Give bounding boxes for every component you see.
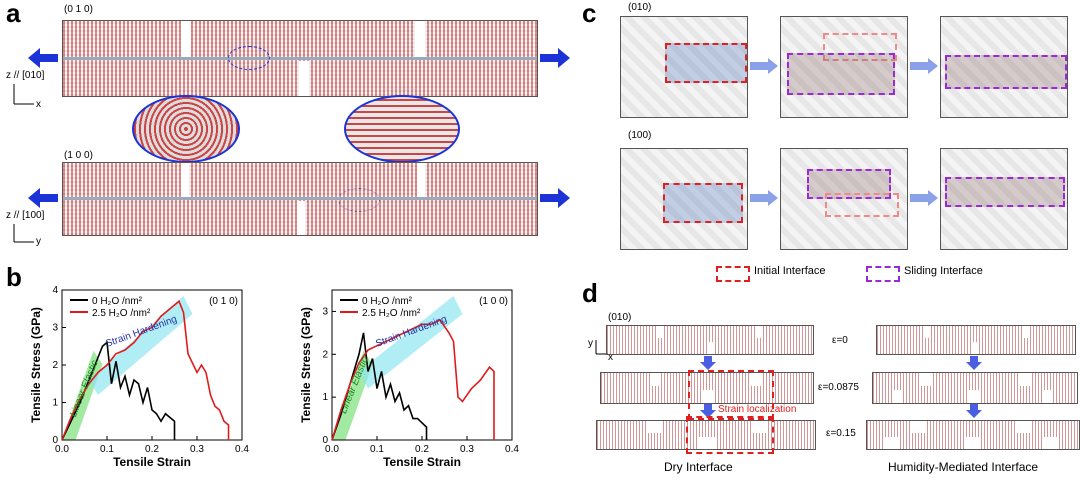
right-arrow-icon xyxy=(540,188,570,208)
y-axis-title: Tensile Stress (GPa) xyxy=(300,307,313,423)
legend-sliding-label: Sliding Interface xyxy=(904,265,983,277)
orientation-label-d: (010) xyxy=(608,312,632,323)
axis-z-010: z // [010] xyxy=(6,70,45,81)
zoom-source-top xyxy=(228,46,270,70)
strain-hardening-band xyxy=(359,296,463,389)
strain-localization-label: Strain localization xyxy=(718,404,797,415)
x-tick-label: 0.0 xyxy=(55,444,69,455)
y-axis-title: Tensile Stress (GPa) xyxy=(30,307,43,423)
orientation-label-100: (1 0 0) xyxy=(64,150,93,161)
x-tick-label: 0.1 xyxy=(370,444,384,455)
crystal-slab-100 xyxy=(62,162,538,236)
arrow-right-icon xyxy=(910,58,938,74)
caption-dry-interface: Dry Interface xyxy=(664,460,733,474)
dry-slab-eps0 xyxy=(606,325,814,355)
row-label-010: (010) xyxy=(628,2,652,13)
axis-icon xyxy=(13,84,34,105)
x-tick-label: 0.1 xyxy=(100,444,114,455)
axis-y-label: y xyxy=(36,236,41,247)
wet-slab-eps0 xyxy=(876,325,1076,355)
down-arrow-icon xyxy=(966,356,982,370)
axis-z-100: z // [100] xyxy=(6,210,45,221)
legend-label-dry: 0 H₂O /nm² xyxy=(362,296,413,307)
x-tick-label: 0.2 xyxy=(145,444,159,455)
legend-label-wet: 2.5 H₂O /nm² xyxy=(362,308,421,319)
legend-initial-label: Initial Interface xyxy=(754,265,826,277)
x-axis-title: Tensile Strain xyxy=(113,455,191,469)
y-tick-label: 4 xyxy=(52,285,58,296)
snapshot-100-1 xyxy=(620,148,748,250)
wet-slab-eps2 xyxy=(866,420,1080,450)
x-tick-label: 0.3 xyxy=(460,444,474,455)
row-label-100: (100) xyxy=(628,130,652,141)
zoom-oval-right xyxy=(344,95,460,163)
down-arrow-icon xyxy=(700,356,716,370)
crystal-slab-010 xyxy=(62,20,538,97)
down-arrow-icon xyxy=(700,404,716,418)
arrow-right-icon xyxy=(910,190,938,206)
strain-localization-box-2 xyxy=(686,416,774,454)
panel-label-c: c xyxy=(582,0,597,28)
strain-eps1: ε=0.0875 xyxy=(818,382,859,393)
x-tick-label: 0.4 xyxy=(235,444,249,455)
caption-humidity-interface: Humidity-Mediated Interface xyxy=(888,460,1039,474)
down-arrow-icon xyxy=(966,404,982,418)
y-tick-label: 0 xyxy=(52,435,58,446)
arrow-right-icon xyxy=(750,58,778,74)
legend-label-dry: 0 H₂O /nm² xyxy=(92,296,143,307)
series-line-dry xyxy=(61,340,176,441)
wet-slab-eps1 xyxy=(872,372,1078,404)
left-arrow-icon xyxy=(28,48,58,68)
left-arrow-icon xyxy=(28,188,58,208)
dry-slab-eps2 xyxy=(596,420,816,450)
x-tick-label: 0.0 xyxy=(325,444,339,455)
strain-localization-box xyxy=(688,370,774,420)
series-line-wet xyxy=(331,318,495,441)
axis-x-d: x xyxy=(608,352,613,363)
x-axis-title: Tensile Strain xyxy=(383,455,461,469)
y-tick-label: 3 xyxy=(322,306,328,317)
strain-eps0: ε=0 xyxy=(832,335,848,346)
panel-label-d: d xyxy=(582,278,598,308)
arrow-right-icon xyxy=(750,190,778,206)
axis-icon xyxy=(13,224,34,243)
snapshot-100-2 xyxy=(780,148,908,250)
panel-label-a: a xyxy=(6,0,21,28)
x-tick-label: 0.4 xyxy=(505,444,519,455)
y-tick-label: 0 xyxy=(322,435,328,446)
right-arrow-icon xyxy=(540,48,570,68)
axis-y-d: y xyxy=(588,338,593,349)
y-tick-label: 2 xyxy=(322,349,328,360)
strain-eps2: ε=0.15 xyxy=(826,428,856,439)
dry-slab-eps1 xyxy=(600,372,814,404)
snapshot-100-3 xyxy=(940,148,1068,250)
snapshot-010-2 xyxy=(780,16,908,118)
legend-label-wet: 2.5 H₂O /nm² xyxy=(92,308,151,319)
snapshot-010-1 xyxy=(620,16,748,118)
orientation-label-010: (0 1 0) xyxy=(64,4,93,15)
zoom-oval-left xyxy=(132,95,240,163)
y-tick-label: 1 xyxy=(322,392,328,403)
y-tick-label: 1 xyxy=(52,398,58,409)
axis-x-label: x xyxy=(36,99,41,110)
legend-sliding-swatch xyxy=(866,266,900,282)
y-tick-label: 2 xyxy=(52,360,58,371)
legend-initial-swatch xyxy=(716,266,750,282)
orientation-label: (1 0 0) xyxy=(479,296,508,307)
panel-label-b: b xyxy=(6,262,22,292)
series-line-wet xyxy=(61,299,230,441)
x-tick-label: 0.3 xyxy=(190,444,204,455)
snapshot-010-3 xyxy=(940,16,1068,118)
orientation-label: (0 1 0) xyxy=(209,296,238,307)
series-line-dry xyxy=(331,332,428,441)
x-tick-label: 0.2 xyxy=(415,444,429,455)
y-tick-label: 3 xyxy=(52,323,58,334)
